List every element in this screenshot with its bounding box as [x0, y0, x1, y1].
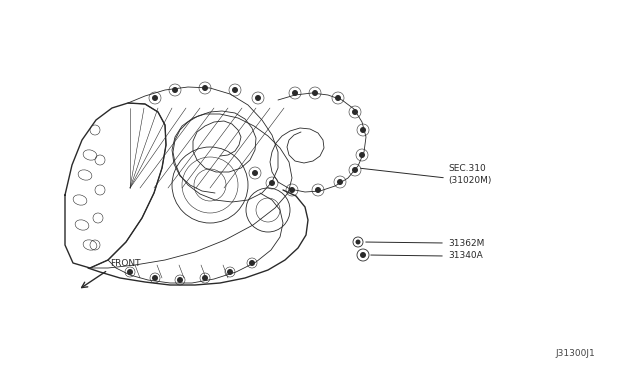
- Circle shape: [172, 87, 178, 93]
- Circle shape: [355, 240, 360, 244]
- Circle shape: [177, 277, 183, 283]
- Circle shape: [352, 109, 358, 115]
- Circle shape: [359, 152, 365, 158]
- Text: 31340A: 31340A: [448, 251, 483, 260]
- Circle shape: [312, 90, 318, 96]
- Text: J31300J1: J31300J1: [556, 349, 595, 358]
- Circle shape: [315, 187, 321, 193]
- Text: (31020M): (31020M): [448, 176, 492, 185]
- Text: 31362M: 31362M: [448, 238, 484, 247]
- Circle shape: [289, 187, 295, 193]
- Circle shape: [252, 170, 258, 176]
- Circle shape: [255, 95, 261, 101]
- Circle shape: [337, 179, 343, 185]
- Circle shape: [269, 180, 275, 186]
- Circle shape: [232, 87, 238, 93]
- Circle shape: [227, 269, 233, 275]
- Circle shape: [152, 275, 158, 281]
- Circle shape: [127, 269, 133, 275]
- Circle shape: [202, 85, 208, 91]
- Circle shape: [352, 167, 358, 173]
- Circle shape: [202, 275, 208, 281]
- Circle shape: [249, 260, 255, 266]
- Text: FRONT: FRONT: [110, 259, 141, 268]
- Circle shape: [292, 90, 298, 96]
- Circle shape: [360, 127, 366, 133]
- Circle shape: [335, 95, 341, 101]
- Text: SEC.310: SEC.310: [448, 164, 486, 173]
- Circle shape: [360, 252, 366, 258]
- Circle shape: [152, 95, 158, 101]
